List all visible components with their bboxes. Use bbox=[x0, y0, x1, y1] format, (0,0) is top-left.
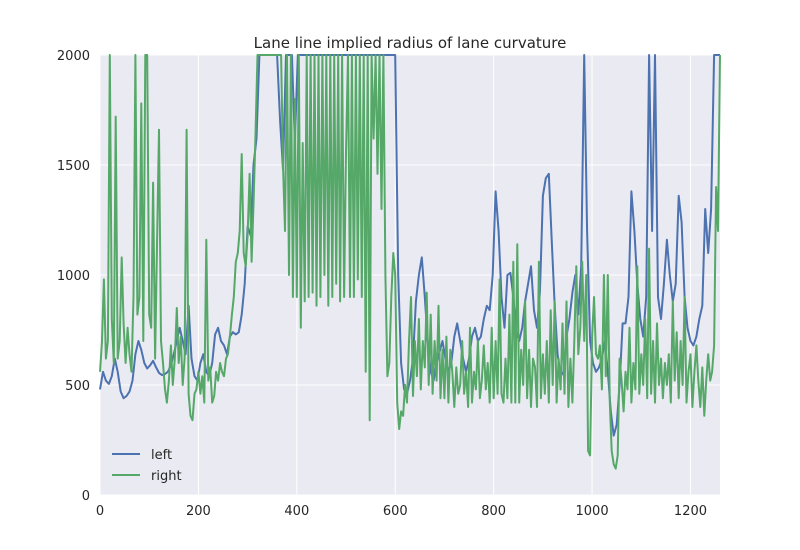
x-tick-label: 1200 bbox=[674, 504, 707, 519]
x-tick-label: 0 bbox=[96, 504, 104, 519]
tick-labels: 0 200 400 600 800 1000 1200 0 500 1000 1500 2000 bbox=[57, 49, 707, 519]
y-tick-label: 2000 bbox=[57, 49, 90, 64]
series-lines bbox=[99, 54, 721, 470]
x-tick-label: 600 bbox=[383, 504, 408, 519]
x-tick-label: 1000 bbox=[576, 504, 609, 519]
legend: left right bbox=[112, 448, 182, 484]
y-tick-label: 1500 bbox=[57, 159, 90, 174]
y-tick-label: 0 bbox=[82, 489, 90, 504]
y-tick-label: 500 bbox=[65, 379, 90, 394]
legend-label-right: right bbox=[151, 469, 182, 484]
chart-title: Lane line implied radius of lane curvatu… bbox=[254, 34, 567, 52]
x-tick-label: 200 bbox=[186, 504, 211, 519]
legend-label-left: left bbox=[151, 448, 172, 463]
x-tick-label: 400 bbox=[284, 504, 309, 519]
series-line-right bbox=[99, 54, 721, 470]
y-tick-label: 1000 bbox=[57, 269, 90, 284]
x-tick-label: 800 bbox=[481, 504, 506, 519]
